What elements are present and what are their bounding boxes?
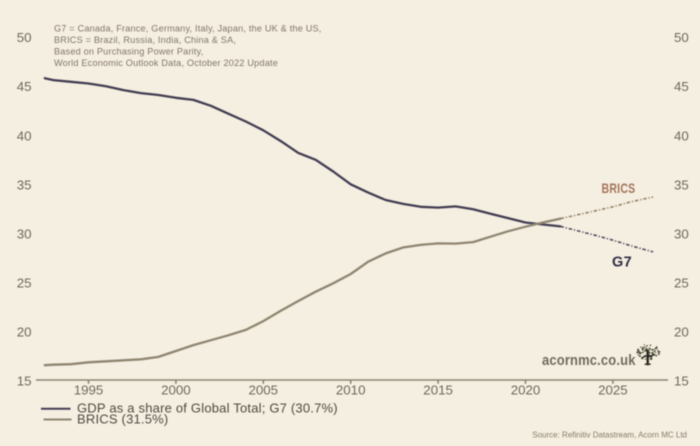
svg-text:30: 30 bbox=[17, 226, 32, 241]
svg-text:40: 40 bbox=[17, 128, 32, 143]
svg-text:BRICS: BRICS bbox=[602, 181, 636, 197]
svg-text:GDP as a share of Global Total: GDP as a share of Global Total; G7 (30.7… bbox=[77, 401, 338, 416]
svg-text:25: 25 bbox=[674, 275, 689, 290]
svg-text:50: 50 bbox=[17, 30, 32, 45]
svg-text:2000: 2000 bbox=[161, 382, 191, 397]
svg-text:2015: 2015 bbox=[423, 382, 453, 397]
svg-text:1995: 1995 bbox=[74, 382, 104, 397]
svg-text:2005: 2005 bbox=[249, 382, 279, 397]
svg-text:45: 45 bbox=[674, 79, 689, 94]
svg-text:40: 40 bbox=[674, 128, 689, 143]
svg-text:15: 15 bbox=[674, 373, 689, 388]
svg-text:2020: 2020 bbox=[511, 382, 541, 397]
svg-text:45: 45 bbox=[17, 79, 32, 94]
svg-text:50: 50 bbox=[674, 30, 689, 45]
svg-text:25: 25 bbox=[17, 275, 32, 290]
svg-text:G7: G7 bbox=[612, 255, 632, 271]
svg-text:Based on Purchasing Power Pari: Based on Purchasing Power Parity, bbox=[54, 47, 203, 57]
svg-text:2025: 2025 bbox=[598, 382, 628, 397]
svg-text:35: 35 bbox=[17, 177, 32, 192]
svg-text:20: 20 bbox=[17, 324, 32, 339]
svg-text:35: 35 bbox=[674, 177, 689, 192]
svg-text:BRICS = Brazil, Russia, India,: BRICS = Brazil, Russia, India, China & S… bbox=[54, 35, 236, 45]
svg-text:G7 = Canada, France, Germany,: G7 = Canada, France, Germany, Italy, Jap… bbox=[54, 24, 322, 34]
svg-text:World Economic Outlook Data, O: World Economic Outlook Data, October 202… bbox=[54, 58, 278, 68]
svg-text:acornmc.co.uk: acornmc.co.uk bbox=[542, 351, 636, 368]
svg-text:Source: Refinitiv Datastream,: Source: Refinitiv Datastream, Acorn MC L… bbox=[532, 431, 687, 440]
svg-text:BRICS (31.5%): BRICS (31.5%) bbox=[77, 412, 168, 427]
svg-text:20: 20 bbox=[674, 324, 689, 339]
svg-text:15: 15 bbox=[17, 373, 32, 388]
svg-text:2010: 2010 bbox=[336, 382, 366, 397]
svg-text:30: 30 bbox=[674, 226, 689, 241]
